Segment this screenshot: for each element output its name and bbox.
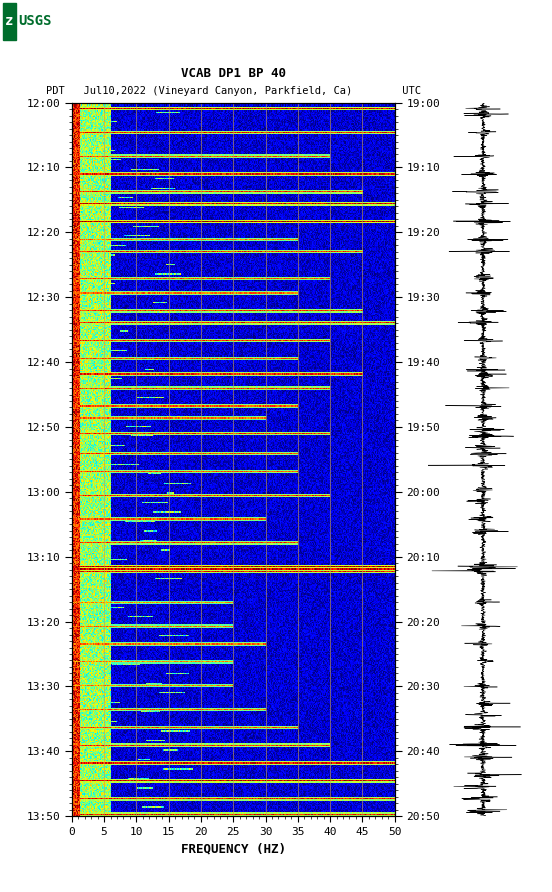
Text: z: z	[5, 13, 13, 28]
Bar	[3, 3, 15, 40]
Text: VCAB DP1 BP 40: VCAB DP1 BP 40	[181, 67, 286, 80]
X-axis label: FREQUENCY (HZ): FREQUENCY (HZ)	[181, 842, 286, 855]
Text: PDT   Jul10,2022 (Vineyard Canyon, Parkfield, Ca)        UTC: PDT Jul10,2022 (Vineyard Canyon, Parkfie…	[46, 87, 421, 96]
Text: USGS: USGS	[19, 13, 52, 28]
